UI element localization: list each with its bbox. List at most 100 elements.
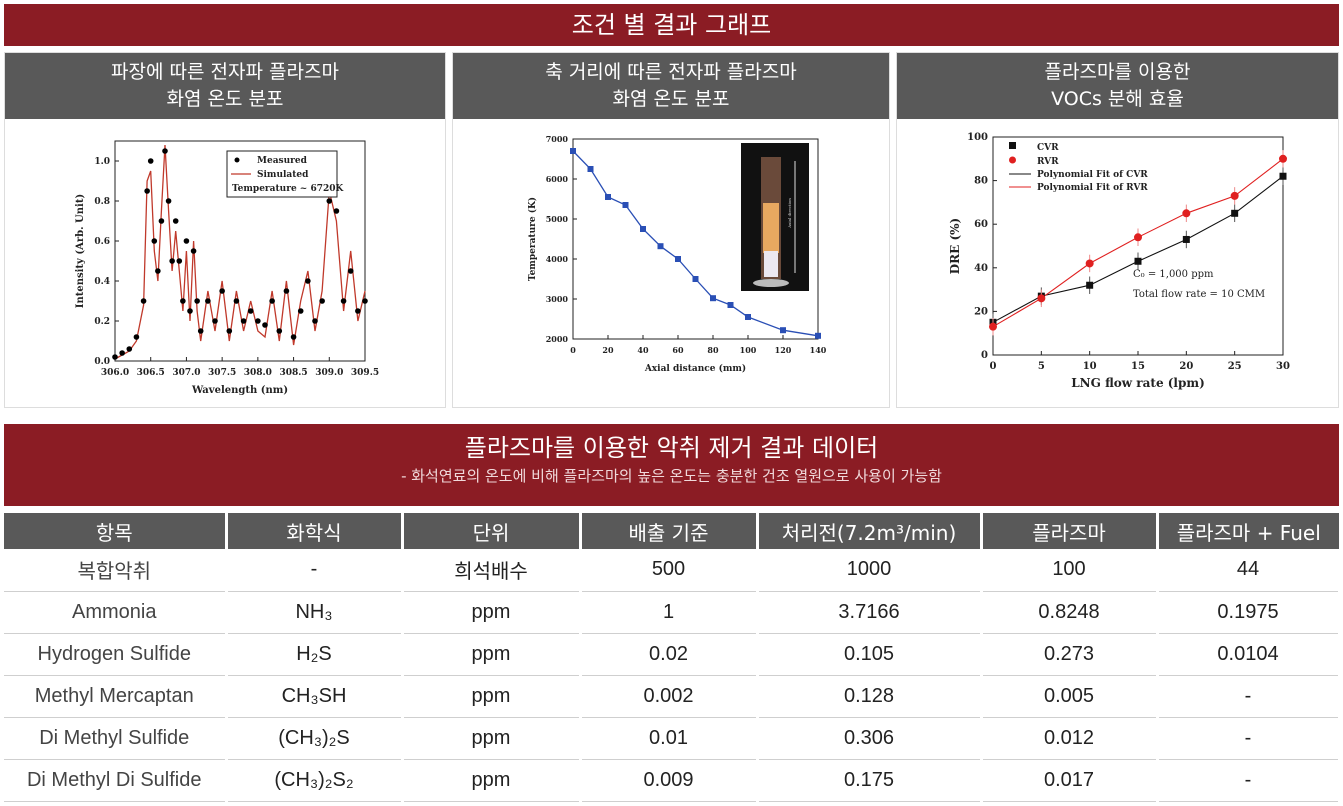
table-cell: ppm bbox=[402, 759, 582, 802]
table-cell: 희석배수 bbox=[402, 549, 582, 592]
x-tick-label: 10 bbox=[1083, 361, 1097, 372]
temperature-point bbox=[815, 332, 821, 339]
legend-label: RVR bbox=[1037, 157, 1059, 167]
y-tick-label: 0.2 bbox=[94, 317, 110, 327]
table-cell: - bbox=[1157, 675, 1341, 718]
plot-frame bbox=[572, 138, 819, 340]
table-cell: ppm bbox=[402, 717, 582, 760]
table-cell: 0.009 bbox=[580, 759, 759, 802]
legend-label: Polynomial Fit of RVR bbox=[1037, 183, 1148, 193]
table-cell: 1 bbox=[580, 591, 759, 634]
y-tick-label: 100 bbox=[967, 132, 988, 143]
table-cell: 0.175 bbox=[757, 759, 983, 802]
inset-flame-core bbox=[763, 203, 779, 253]
panel-axial: 축 거리에 따른 전자파 플라즈마 화염 온도 분포 0 20 40 60 80 100 1… bbox=[452, 52, 890, 408]
table-row: Hydrogen Sulfide H₂S ppm 0.02 0.105 0.273 0.01… bbox=[4, 633, 1341, 676]
cvr-point bbox=[1086, 281, 1094, 289]
table-cell: 0.01 bbox=[580, 717, 759, 760]
panel-wavelength: 파장에 따른 전자파 플라즈마 화염 온도 분포 306.0 306.5 307.0… bbox=[4, 52, 446, 408]
y-tick-label: 0.0 bbox=[94, 357, 110, 367]
temperature-point bbox=[640, 226, 646, 232]
y-tick-label: 60 bbox=[974, 219, 988, 230]
y-axis-label: Temperature (K) bbox=[527, 197, 538, 281]
y-tick-label: 0.6 bbox=[94, 237, 110, 247]
measured-point bbox=[333, 208, 340, 214]
table-cell: 0.128 bbox=[757, 675, 983, 718]
legend-label: Polynomial Fit of CVR bbox=[1037, 170, 1148, 180]
x-tick-label: 40 bbox=[637, 345, 649, 355]
header-cell: 화학식 bbox=[226, 513, 404, 549]
temperature-point bbox=[675, 256, 681, 262]
header-cell: 단위 bbox=[402, 513, 582, 549]
measured-point bbox=[158, 218, 165, 224]
x-tick-label: 20 bbox=[1179, 361, 1193, 372]
table-cell: 0.017 bbox=[981, 759, 1159, 802]
table-cell: 500 bbox=[580, 549, 759, 592]
measured-point bbox=[119, 350, 125, 356]
y-tick-label: 3000 bbox=[546, 294, 569, 304]
table-cell: Ammonia bbox=[4, 591, 228, 634]
x-tick-label: 306.5 bbox=[137, 368, 165, 378]
measured-point bbox=[187, 308, 193, 314]
rvr-point bbox=[1134, 233, 1142, 242]
y-axis-label: DRE (%) bbox=[948, 218, 962, 274]
x-tick-label: 140 bbox=[810, 345, 827, 355]
panel-title-line2: VOCs 분해 효율 bbox=[1051, 88, 1184, 110]
table-row: Di Methyl Sulfide (CH₃)₂S ppm 0.01 0.306 0.01… bbox=[4, 717, 1341, 760]
y-tick-label: 2000 bbox=[546, 334, 569, 344]
table-header-row: 항목 화학식 단위 배출 기준 처리전(7.2m³/min) 플라즈마 플라즈마… bbox=[4, 513, 1339, 549]
measured-point bbox=[247, 308, 254, 314]
rvr-point bbox=[1085, 259, 1094, 268]
inset-base-plate bbox=[753, 279, 789, 287]
table-cell: - bbox=[1157, 759, 1341, 802]
measured-point bbox=[151, 238, 158, 244]
header-cell: 플라즈마 bbox=[981, 513, 1159, 549]
measured-point bbox=[283, 288, 290, 294]
measured-point bbox=[297, 308, 304, 314]
x-tick-label: 15 bbox=[1131, 361, 1145, 372]
rvr-point bbox=[1037, 294, 1046, 303]
x-tick-label: 308.5 bbox=[279, 368, 307, 378]
cvr-point bbox=[1182, 235, 1190, 243]
y-tick-label: 6000 bbox=[546, 174, 569, 184]
measured-point bbox=[133, 334, 140, 340]
y-tick-label: 0.8 bbox=[94, 197, 110, 207]
measured-point bbox=[290, 334, 297, 340]
measured-point bbox=[162, 148, 168, 154]
temperature-point bbox=[657, 243, 664, 250]
table-section-banner: 플라즈마를 이용한 악취 제거 결과 데이터 - 화석연료의 온도에 비해 플라… bbox=[4, 424, 1339, 506]
annotation: Total flow rate = 10 CMM bbox=[1133, 289, 1265, 300]
table-cell: (CH₃)₂S bbox=[226, 717, 404, 760]
table-row: Di Methyl Di Sulfide (CH₃)₂S₂ ppm 0.009 0.17… bbox=[4, 759, 1341, 802]
temperature-point bbox=[587, 166, 594, 172]
measured-point bbox=[112, 354, 118, 360]
measured-point bbox=[255, 318, 261, 324]
table-cell: 0.002 bbox=[580, 675, 759, 718]
table-cell: Hydrogen Sulfide bbox=[4, 633, 228, 676]
measured-point bbox=[155, 268, 161, 274]
measured-point bbox=[212, 318, 218, 324]
x-tick-label: 0 bbox=[990, 361, 997, 372]
table-cell: 1000 bbox=[757, 549, 983, 592]
x-tick-label: 20 bbox=[602, 345, 614, 355]
y-tick-label: 1.0 bbox=[94, 157, 110, 167]
measured-point bbox=[205, 298, 211, 304]
y-tick-label: 40 bbox=[974, 263, 988, 274]
chart-axial: 0 20 40 60 80 100 120 140 2000 3000 4000 5000 6000 70… bbox=[527, 134, 827, 374]
y-axis-label: Intensity (Arb. Unit) bbox=[75, 194, 86, 308]
panel-title: 파장에 따른 전자파 플라즈마 화염 온도 분포 bbox=[5, 53, 445, 119]
inset-label: Axial direction bbox=[787, 198, 792, 229]
table-cell: Di Methyl Di Sulfide bbox=[4, 759, 228, 802]
table-cell: 0.0104 bbox=[1157, 633, 1341, 676]
table-cell: 0.273 bbox=[981, 633, 1159, 676]
annotation: C₀ = 1,000 ppm bbox=[1133, 269, 1214, 280]
table-cell: 0.005 bbox=[981, 675, 1159, 718]
measured-point bbox=[319, 298, 325, 304]
measured-point bbox=[326, 198, 333, 204]
table-cell: 3.7166 bbox=[757, 591, 983, 634]
panel-title: 플라즈마를 이용한 VOCs 분해 효율 bbox=[897, 53, 1338, 119]
table-cell: ppm bbox=[402, 675, 582, 718]
table-cell: Di Methyl Sulfide bbox=[4, 717, 228, 760]
x-tick-label: 30 bbox=[1276, 361, 1290, 372]
table-cell: 0.1975 bbox=[1157, 591, 1341, 634]
